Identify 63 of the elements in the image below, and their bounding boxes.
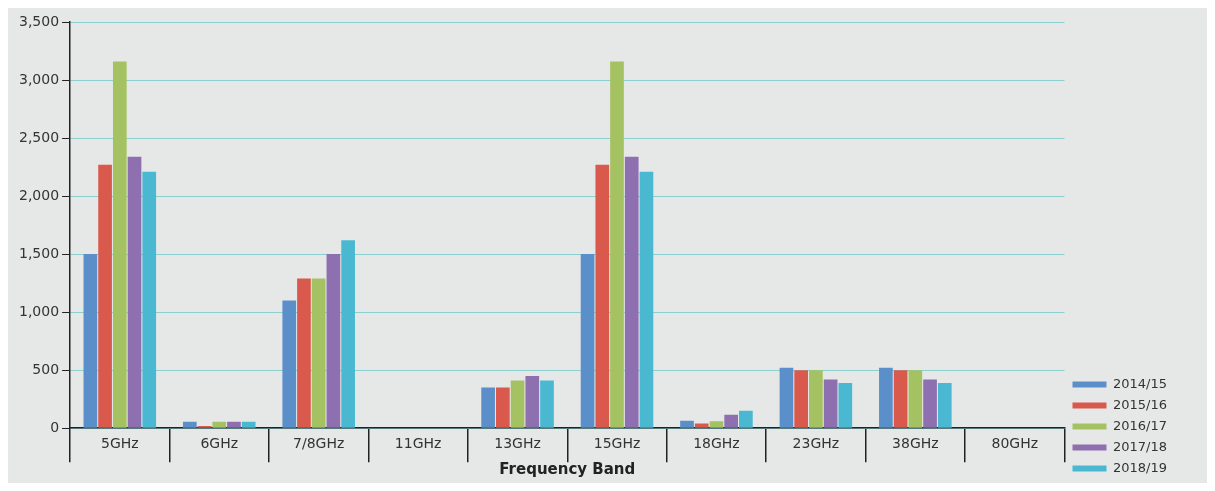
- legend-label: 2017/18: [1112, 438, 1168, 454]
- bar: [326, 254, 341, 428]
- x-tick-label: 11GHz: [394, 435, 442, 452]
- x-tick-label: 5GHz: [100, 435, 139, 452]
- bar: [525, 375, 540, 428]
- bar: [127, 156, 142, 428]
- bar: [779, 367, 794, 428]
- x-tick-label: 6GHz: [200, 435, 239, 452]
- x-tick-label: 15GHz: [593, 435, 641, 452]
- bar: [98, 164, 112, 428]
- bar: [923, 379, 937, 428]
- bar: [481, 387, 495, 428]
- bar: [624, 156, 639, 428]
- bar: [809, 370, 823, 428]
- y-tick-label: 2,000: [18, 186, 60, 203]
- bar: [724, 414, 739, 428]
- bar: [227, 421, 241, 428]
- bar: [112, 61, 127, 428]
- bar: [709, 421, 724, 428]
- bar: [540, 380, 554, 428]
- bar: [639, 171, 654, 428]
- x-tick-label: 38GHz: [892, 435, 939, 452]
- y-tick-label: 0: [50, 418, 60, 435]
- bar: [182, 421, 197, 428]
- x-axis-title: Frequency Band: [499, 459, 636, 478]
- y-tick-label: 500: [32, 360, 60, 377]
- bar: [142, 171, 157, 428]
- bar: [937, 382, 952, 428]
- legend-label: 2015/16: [1112, 396, 1168, 412]
- bar: [680, 420, 694, 428]
- bar: [838, 382, 853, 428]
- y-tick-label: 3,500: [18, 12, 60, 29]
- legend-label: 2018/19: [1112, 459, 1168, 475]
- x-tick-label: 18GHz: [693, 435, 740, 452]
- x-tick-label: 23GHz: [792, 435, 840, 452]
- x-tick-label: 80GHz: [991, 435, 1039, 452]
- bar: [341, 240, 355, 428]
- bar: [879, 367, 893, 428]
- bar: [794, 370, 809, 428]
- y-tick-label: 1,500: [18, 244, 60, 261]
- x-tick-label: 7/8GHz: [293, 435, 345, 452]
- y-tick-label: 1,000: [18, 302, 60, 319]
- bar: [311, 278, 326, 428]
- legend-label: 2014/15: [1112, 375, 1168, 391]
- bar: [212, 421, 227, 428]
- bar: [908, 370, 923, 428]
- y-tick-label: 3,000: [18, 70, 60, 87]
- bar: [694, 423, 709, 428]
- legend-label: 2016/17: [1112, 417, 1168, 433]
- bar: [496, 387, 510, 428]
- bar: [282, 300, 297, 428]
- x-tick-label: 13GHz: [494, 435, 541, 452]
- bar: [823, 379, 838, 428]
- bar: [510, 380, 525, 428]
- bar: [580, 254, 595, 428]
- bar: [241, 421, 256, 428]
- y-tick-label: 2,500: [18, 128, 60, 145]
- bar: [739, 410, 753, 428]
- bar: [595, 164, 610, 428]
- bar: [297, 278, 311, 428]
- bar: [83, 254, 98, 428]
- bar: [893, 370, 908, 428]
- bar: [610, 61, 624, 428]
